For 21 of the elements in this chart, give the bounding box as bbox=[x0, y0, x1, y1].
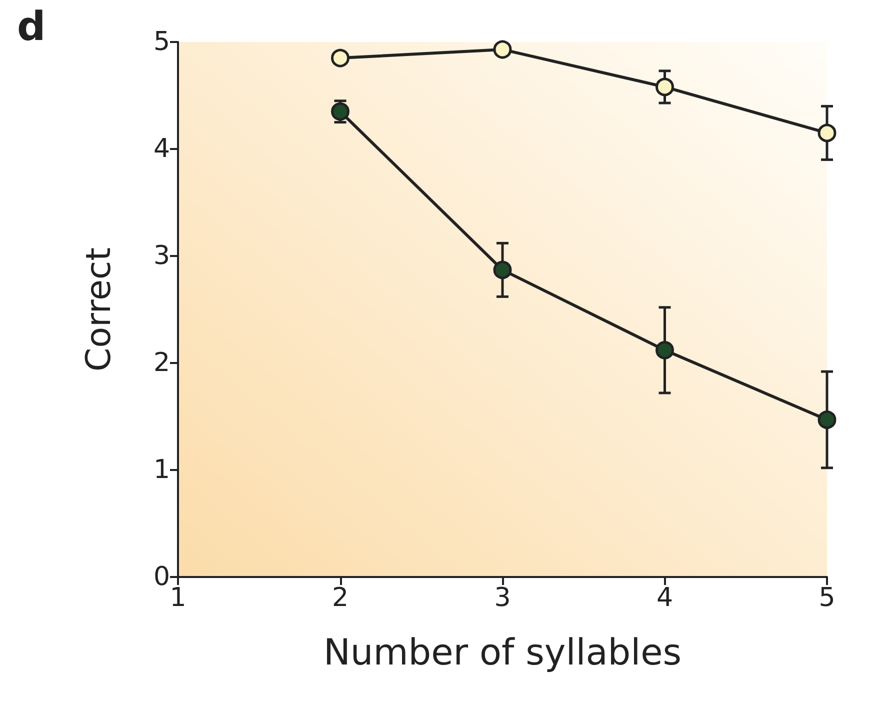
chart-title: d bbox=[17, 4, 46, 50]
x-axis-title: Number of syllables bbox=[323, 632, 682, 674]
point bbox=[656, 78, 674, 96]
point bbox=[331, 48, 350, 68]
x-tick-label: 2 bbox=[332, 583, 349, 613]
y-tick-label: 5 bbox=[153, 27, 170, 57]
y-tick-label: 2 bbox=[153, 348, 170, 378]
y-tick-label: 0 bbox=[153, 562, 170, 592]
point bbox=[331, 102, 350, 121]
y-tick-label: 3 bbox=[153, 241, 170, 271]
x-tick-label: 5 bbox=[818, 583, 836, 613]
point bbox=[493, 260, 512, 280]
point bbox=[818, 124, 836, 142]
x-tick-label: 4 bbox=[656, 583, 674, 613]
y-tick-label: 1 bbox=[153, 455, 170, 485]
x-tick-label: 3 bbox=[494, 583, 511, 613]
y-axis-title: Correct bbox=[79, 247, 119, 372]
point bbox=[656, 340, 674, 360]
point bbox=[818, 410, 836, 429]
y-tick-label: 4 bbox=[153, 134, 170, 164]
point bbox=[493, 40, 512, 59]
